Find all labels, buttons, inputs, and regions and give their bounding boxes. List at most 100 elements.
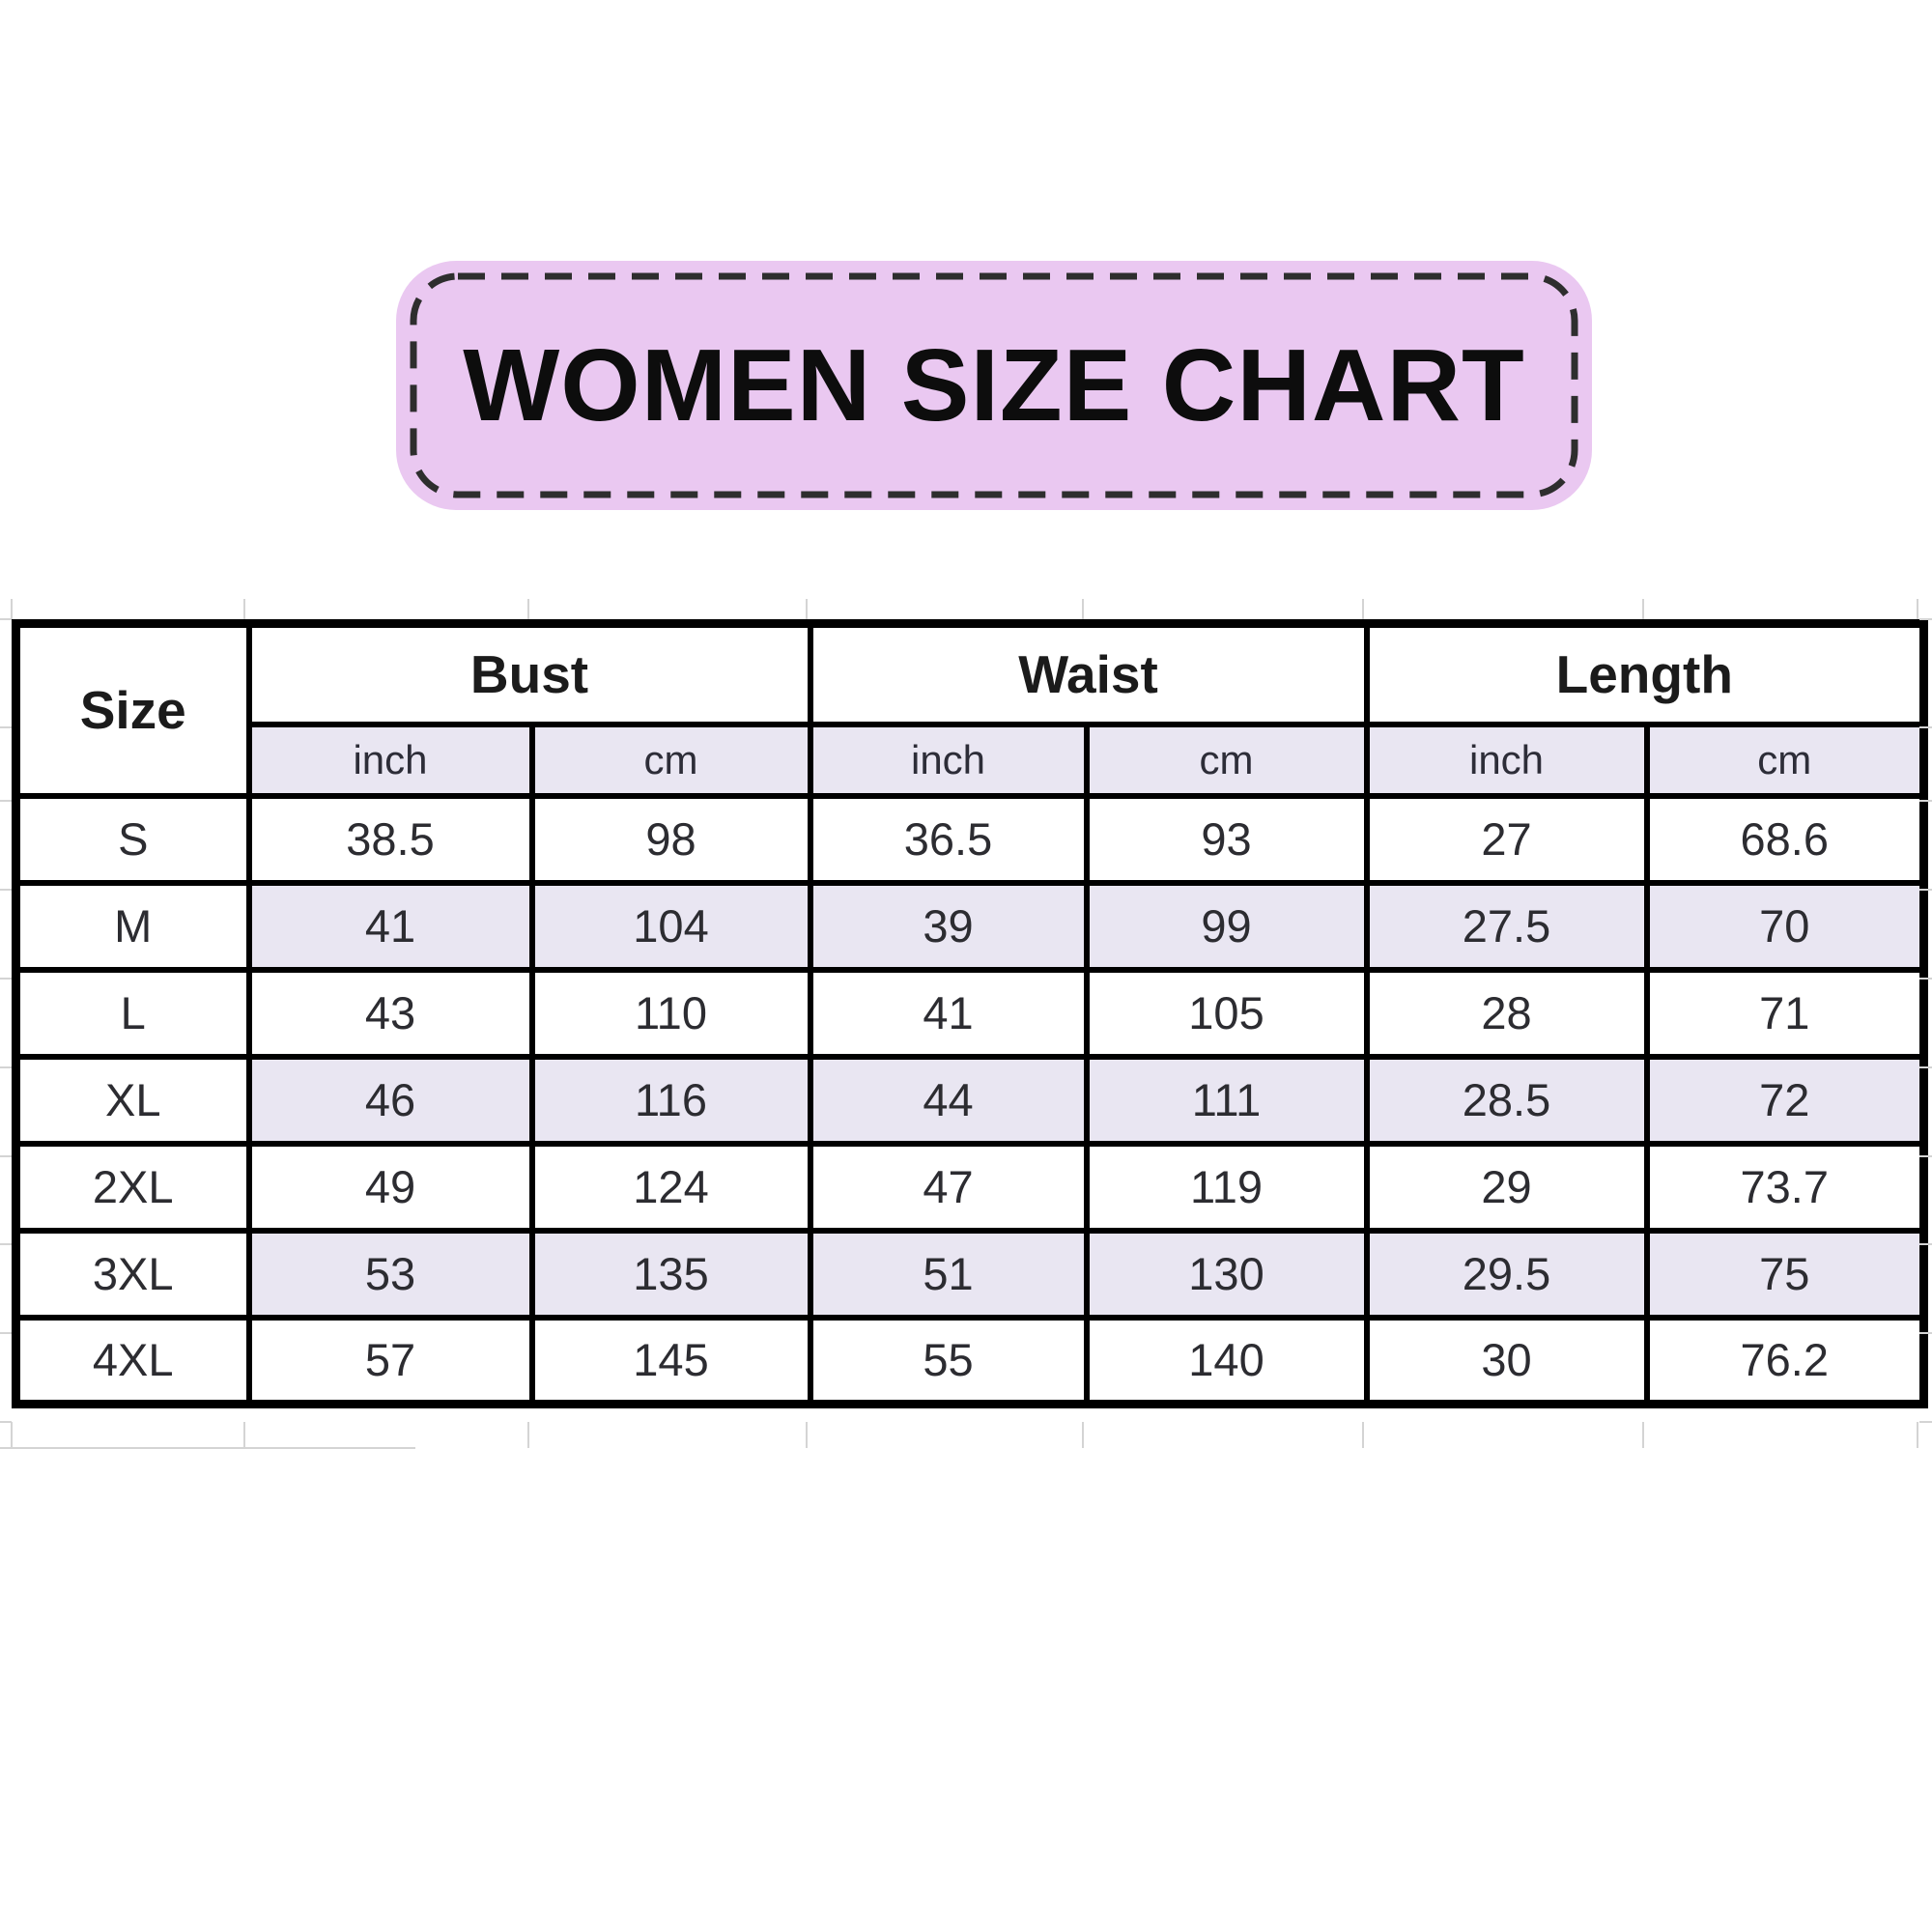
page-title: WOMEN SIZE CHART (463, 327, 1525, 442)
value-cell: 70 (1643, 879, 1927, 973)
value-cell: 105 (1083, 966, 1370, 1060)
value-cell: 55 (807, 1314, 1090, 1407)
value-cell: 27.5 (1363, 879, 1650, 973)
value-cell: 53 (245, 1227, 535, 1321)
spreadsheet-gridline (1917, 1422, 1918, 1448)
spreadsheet-gridline (0, 1155, 12, 1157)
size-cell: XL (13, 1053, 252, 1147)
value-cell: 68.6 (1643, 792, 1927, 886)
spreadsheet-gridline (527, 599, 529, 619)
value-cell: 135 (528, 1227, 813, 1321)
value-cell: 98 (528, 792, 813, 886)
spreadsheet-gridline (0, 1066, 12, 1068)
table-row: S 38.5 98 36.5 93 27 68.6 (13, 792, 1927, 886)
value-cell: 93 (1083, 792, 1370, 886)
value-cell: 43 (245, 966, 535, 1060)
spreadsheet-gridline (0, 1447, 415, 1449)
value-cell: 140 (1083, 1314, 1370, 1407)
value-cell: 49 (245, 1140, 535, 1234)
value-cell: 57 (245, 1314, 535, 1407)
value-cell: 36.5 (807, 792, 1090, 886)
spreadsheet-gridline (0, 800, 12, 802)
value-cell: 130 (1083, 1227, 1370, 1321)
value-cell: 75 (1643, 1227, 1927, 1321)
spreadsheet-gridline (0, 889, 12, 891)
value-cell: 73.7 (1643, 1140, 1927, 1234)
value-cell: 145 (528, 1314, 813, 1407)
spreadsheet-gridline (1919, 618, 1932, 620)
spreadsheet-gridline (1919, 1155, 1932, 1157)
spreadsheet-gridline (806, 599, 808, 619)
spreadsheet-gridline (1642, 599, 1644, 619)
spreadsheet-gridline (1919, 889, 1932, 891)
spreadsheet-gridline (1082, 599, 1084, 619)
table-row: 3XL 53 135 51 130 29.5 75 (13, 1227, 1927, 1321)
spreadsheet-gridline (1919, 1421, 1932, 1423)
spreadsheet-gridline (11, 1422, 13, 1448)
spreadsheet-gridline (1919, 978, 1932, 980)
table-row: L 43 110 41 105 28 71 (13, 966, 1927, 1060)
banner-dashed-border (410, 272, 1578, 498)
size-cell: M (13, 879, 252, 973)
value-cell: 30 (1363, 1314, 1650, 1407)
value-cell: 124 (528, 1140, 813, 1234)
value-cell: 39 (807, 879, 1090, 973)
unit-cell: cm (1083, 721, 1370, 799)
value-cell: 47 (807, 1140, 1090, 1234)
spreadsheet-gridline (1919, 726, 1932, 728)
value-cell: 46 (245, 1053, 535, 1147)
spreadsheet-gridline (1082, 1422, 1084, 1448)
value-cell: 44 (807, 1053, 1090, 1147)
spreadsheet-gridline (11, 599, 13, 619)
units-row: inch cm inch cm inch cm (16, 721, 1927, 799)
value-cell: 51 (807, 1227, 1090, 1321)
value-cell: 110 (528, 966, 813, 1060)
value-cell: 29.5 (1363, 1227, 1650, 1321)
spreadsheet-gridline (1362, 599, 1364, 619)
value-cell: 28.5 (1363, 1053, 1650, 1147)
header-group-row: Size Bust Waist Length (13, 620, 1927, 799)
spreadsheet-gridline (1919, 1332, 1932, 1334)
spreadsheet-gridline (0, 1332, 12, 1334)
value-cell: 76.2 (1643, 1314, 1927, 1407)
spreadsheet-gridline (806, 1422, 808, 1448)
spreadsheet-gridline (0, 726, 12, 728)
value-cell: 41 (245, 879, 535, 973)
value-cell: 72 (1643, 1053, 1927, 1147)
column-group-waist: Waist (807, 620, 1370, 727)
unit-cell: cm (528, 721, 813, 799)
value-cell: 29 (1363, 1140, 1650, 1234)
unit-cell: inch (245, 721, 535, 799)
spreadsheet-gridline (1642, 1422, 1644, 1448)
size-chart-table: Size Bust Waist Length inch cm inch cm inch c… (12, 619, 1929, 1408)
spreadsheet-gridline (1362, 1422, 1364, 1448)
spreadsheet-gridline (1917, 599, 1918, 619)
value-cell: 119 (1083, 1140, 1370, 1234)
value-cell: 38.5 (245, 792, 535, 886)
value-cell: 104 (528, 879, 813, 973)
spreadsheet-gridline (527, 1422, 529, 1448)
spreadsheet-gridline (243, 599, 245, 619)
column-group-bust: Bust (245, 620, 813, 727)
value-cell: 27 (1363, 792, 1650, 886)
size-cell: 2XL (13, 1140, 252, 1234)
spreadsheet-gridline (0, 618, 12, 620)
size-cell: 3XL (13, 1227, 252, 1321)
table-row: 2XL 49 124 47 119 29 73.7 (13, 1140, 1927, 1234)
unit-cell: inch (807, 721, 1090, 799)
table-row: 4XL 57 145 55 140 30 76.2 (13, 1314, 1927, 1407)
column-header-size: Size (13, 620, 252, 799)
value-cell: 71 (1643, 966, 1927, 1060)
unit-cell: cm (1643, 721, 1927, 799)
column-group-length: Length (1363, 620, 1927, 727)
unit-cell: inch (1363, 721, 1650, 799)
spreadsheet-gridline (1919, 1066, 1932, 1068)
value-cell: 116 (528, 1053, 813, 1147)
title-banner: WOMEN SIZE CHART (396, 261, 1592, 510)
spreadsheet-gridline (0, 978, 12, 980)
value-cell: 28 (1363, 966, 1650, 1060)
size-table-body: S 38.5 98 36.5 93 27 68.6 M 41 104 39 99 27.5 70 L 43 11… (13, 792, 1927, 1407)
value-cell: 41 (807, 966, 1090, 1060)
spreadsheet-gridline (1919, 800, 1932, 802)
size-cell: 4XL (13, 1314, 252, 1407)
